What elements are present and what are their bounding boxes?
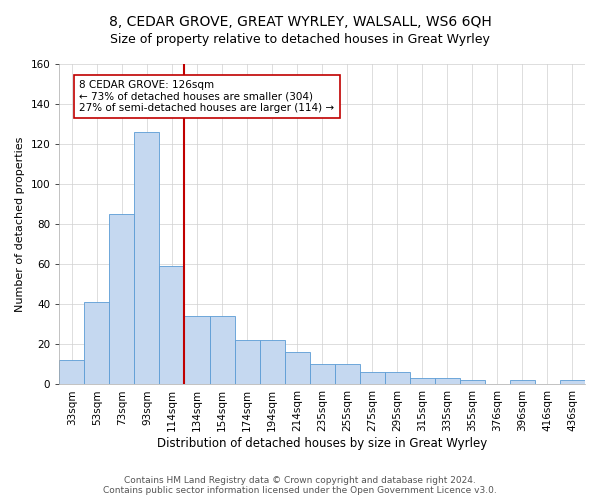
Bar (310, 364, 335, 384)
Bar (560, 380, 585, 384)
Bar (85, 302, 109, 384)
Bar (109, 214, 134, 384)
Bar (410, 378, 435, 384)
Bar (59, 360, 85, 384)
Bar (460, 380, 485, 384)
Y-axis label: Number of detached properties: Number of detached properties (15, 136, 25, 312)
Bar (435, 378, 460, 384)
Bar (235, 340, 260, 384)
Bar (184, 316, 209, 384)
Bar (209, 316, 235, 384)
Bar (260, 340, 284, 384)
Bar (385, 372, 410, 384)
Bar (510, 380, 535, 384)
Bar (160, 266, 184, 384)
Bar (335, 364, 360, 384)
Bar (284, 352, 310, 384)
Text: Contains HM Land Registry data © Crown copyright and database right 2024.
Contai: Contains HM Land Registry data © Crown c… (103, 476, 497, 495)
Bar (360, 372, 385, 384)
X-axis label: Distribution of detached houses by size in Great Wyrley: Distribution of detached houses by size … (157, 437, 487, 450)
Text: 8 CEDAR GROVE: 126sqm
← 73% of detached houses are smaller (304)
27% of semi-det: 8 CEDAR GROVE: 126sqm ← 73% of detached … (79, 80, 334, 113)
Bar (134, 132, 160, 384)
Text: 8, CEDAR GROVE, GREAT WYRLEY, WALSALL, WS6 6QH: 8, CEDAR GROVE, GREAT WYRLEY, WALSALL, W… (109, 15, 491, 29)
Text: Size of property relative to detached houses in Great Wyrley: Size of property relative to detached ho… (110, 32, 490, 46)
